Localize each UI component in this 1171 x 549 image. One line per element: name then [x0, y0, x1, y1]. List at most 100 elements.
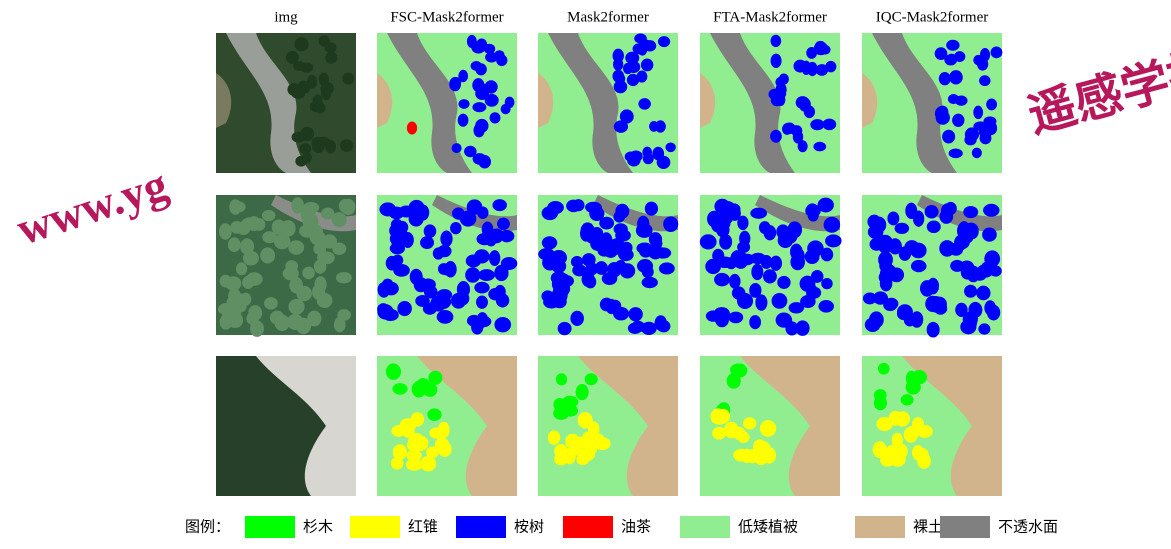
segment-blob — [895, 223, 910, 234]
segment-blob — [758, 441, 770, 455]
segment-blob — [714, 273, 730, 286]
segment-blob — [243, 251, 259, 266]
segmentation-map — [377, 195, 517, 335]
segment-blob — [449, 77, 461, 91]
segment-blob — [437, 310, 454, 324]
segment-blob — [471, 320, 483, 335]
segment-blob — [475, 119, 488, 133]
segment-blob — [582, 271, 595, 286]
segment-blob — [264, 297, 278, 309]
segment-blob — [303, 202, 319, 213]
segment-blob — [472, 102, 486, 112]
segment-blob — [728, 312, 743, 324]
segment-blob — [467, 35, 477, 48]
segment-blob — [631, 321, 645, 333]
segment-blob — [952, 114, 964, 127]
legend-label: 杉木 — [303, 518, 333, 536]
segment-blob — [657, 156, 671, 169]
segment-blob — [296, 286, 312, 301]
segment-blob — [964, 285, 977, 298]
image — [216, 195, 356, 337]
segment-blob — [963, 206, 978, 218]
segment-blob — [570, 311, 584, 326]
segment-blob — [554, 453, 568, 465]
segment-blob — [771, 35, 782, 47]
segment-blob — [716, 409, 730, 424]
segment-blob — [958, 230, 973, 244]
segment-blob — [822, 119, 836, 131]
segmentation-map — [700, 195, 842, 336]
segment-blob — [620, 263, 636, 278]
legend-swatch — [855, 516, 905, 538]
segment-blob — [623, 63, 633, 74]
segment-blob — [654, 315, 667, 331]
legend: 图例： 杉木红锥桉树油茶低矮植被裸土不透水面 — [185, 516, 1058, 538]
legend-title: 图例： — [185, 518, 230, 536]
segment-blob — [972, 148, 982, 159]
segment-blob — [336, 272, 352, 283]
segment-blob — [883, 300, 897, 312]
segment-blob — [746, 449, 759, 463]
segment-blob — [229, 199, 241, 215]
segment-blob — [739, 231, 750, 246]
panels — [216, 33, 1002, 496]
segment-blob — [589, 207, 604, 221]
segment-blob — [494, 317, 511, 332]
segment-blob — [377, 303, 389, 315]
segment-blob — [582, 253, 596, 266]
segment-blob — [925, 205, 939, 218]
segment-blob — [770, 256, 782, 271]
segmentation-map — [862, 33, 1002, 173]
segment-blob — [732, 286, 745, 299]
segment-blob — [637, 71, 648, 83]
segment-blob — [458, 114, 469, 127]
segment-blob — [649, 121, 659, 132]
segment-blob — [565, 434, 580, 449]
image — [216, 356, 356, 496]
segmentation-map — [377, 356, 517, 496]
segment-blob — [824, 217, 841, 233]
segment-blob — [770, 130, 782, 143]
segment-blob — [288, 299, 304, 315]
segment-blob — [895, 411, 910, 426]
legend-swatch — [563, 516, 613, 538]
segment-blob — [297, 81, 310, 94]
segment-blob — [392, 383, 407, 395]
segment-blob — [750, 208, 767, 219]
segment-blob — [705, 259, 721, 274]
segment-blob — [625, 151, 637, 161]
segment-blob — [607, 262, 621, 277]
segment-blob — [638, 98, 651, 109]
segment-blob — [637, 259, 653, 273]
segment-blob — [325, 52, 337, 64]
legend-swatch — [245, 516, 295, 538]
legend-label: 红锥 — [408, 518, 438, 536]
segment-blob — [920, 280, 934, 297]
segment-blob — [825, 61, 836, 72]
segment-blob — [964, 314, 977, 330]
segment-blob — [465, 267, 480, 282]
segment-blob — [927, 221, 941, 234]
segment-blob — [342, 73, 354, 85]
segmentation-map — [377, 33, 517, 173]
segmentation-map — [538, 195, 678, 335]
segment-blob — [979, 75, 990, 86]
segment-blob — [991, 46, 1003, 58]
segment-blob — [659, 262, 675, 274]
segment-blob — [585, 373, 598, 385]
segment-blob — [964, 134, 976, 145]
segment-blob — [576, 384, 589, 400]
segment-blob — [736, 252, 747, 266]
segment-blob — [949, 149, 963, 159]
segment-blob — [873, 441, 887, 458]
segmentation-map — [700, 33, 840, 173]
segment-blob — [760, 420, 776, 437]
segment-blob — [777, 276, 790, 289]
segment-blob — [904, 313, 916, 327]
segment-blob — [737, 216, 748, 231]
segment-blob — [642, 277, 658, 288]
segment-blob — [558, 322, 572, 335]
segment-blob — [219, 223, 232, 240]
segment-blob — [813, 142, 826, 152]
segment-blob — [648, 244, 663, 260]
